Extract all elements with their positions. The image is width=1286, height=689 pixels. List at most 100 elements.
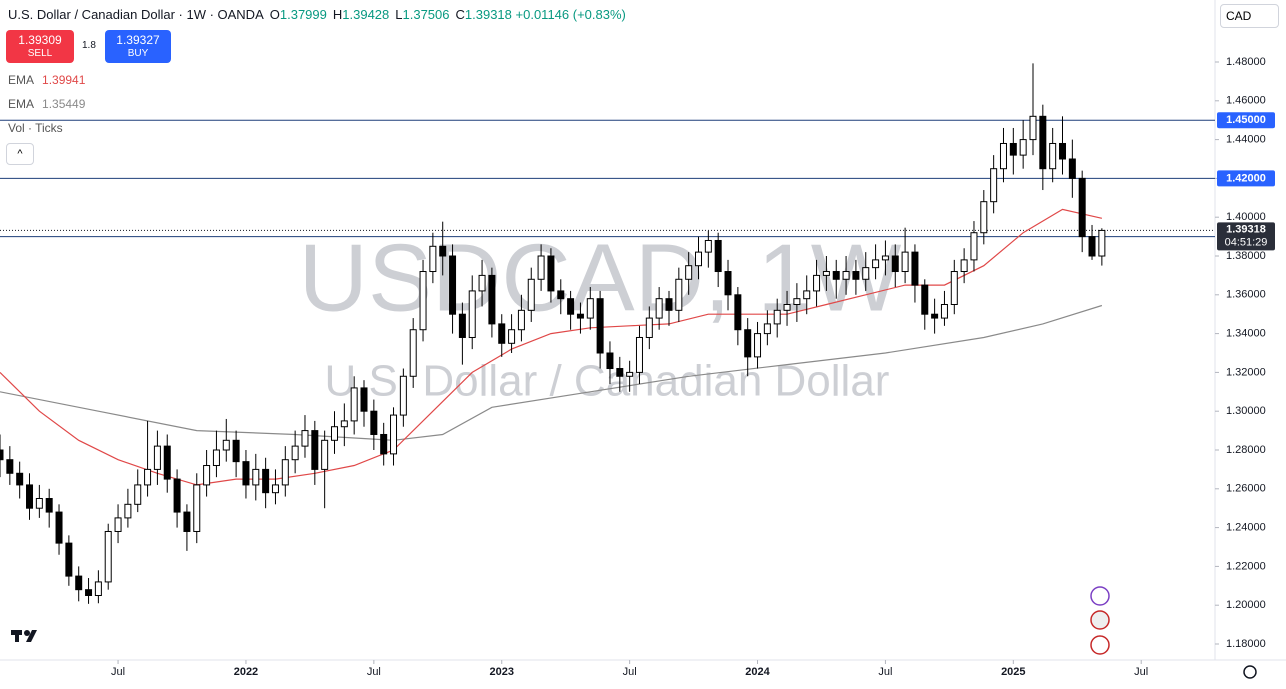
candle-body bbox=[1059, 142, 1067, 160]
candle bbox=[606, 341, 614, 385]
candle bbox=[901, 227, 909, 284]
candle-body bbox=[301, 430, 309, 447]
candle bbox=[567, 290, 575, 330]
legend-row: EMA 1.35449 bbox=[8, 97, 85, 111]
candle-body bbox=[921, 284, 929, 315]
candle bbox=[94, 570, 102, 604]
candle-body bbox=[1029, 115, 1037, 141]
candle bbox=[822, 256, 830, 291]
sell-button[interactable]: 1.39309 SELL bbox=[6, 30, 74, 63]
y-tick-label: 1.24000 bbox=[1226, 522, 1266, 534]
candle-body bbox=[931, 313, 939, 319]
price-badge-label: 1.42000 bbox=[1226, 172, 1266, 184]
buy-button[interactable]: 1.39327 BUY bbox=[105, 30, 171, 63]
candle-body bbox=[242, 461, 250, 486]
candle-body bbox=[675, 278, 683, 311]
event-icon[interactable] bbox=[1090, 586, 1110, 606]
candle-body bbox=[94, 581, 102, 596]
candle-body bbox=[65, 542, 73, 577]
candle-body bbox=[754, 333, 762, 358]
candle bbox=[773, 298, 781, 338]
candle bbox=[311, 420, 319, 485]
candle-body bbox=[232, 439, 240, 463]
collapse-button[interactable]: ^ bbox=[6, 143, 34, 165]
candle bbox=[980, 190, 988, 245]
y-tick-label: 1.22000 bbox=[1226, 560, 1266, 572]
candle-body bbox=[695, 251, 703, 267]
candle-body bbox=[714, 239, 722, 273]
spread: 1.8 bbox=[82, 40, 96, 51]
currency-button[interactable]: CAD bbox=[1220, 4, 1279, 28]
candle bbox=[468, 275, 476, 350]
candle bbox=[921, 279, 929, 330]
y-tick-label: 1.18000 bbox=[1226, 638, 1266, 650]
candle bbox=[16, 461, 24, 499]
candle bbox=[704, 230, 712, 268]
legend-name: EMA bbox=[8, 73, 35, 87]
candle-body bbox=[478, 274, 486, 292]
candle bbox=[832, 259, 840, 299]
x-tick-label: Jul bbox=[111, 666, 125, 678]
candle-body bbox=[419, 271, 427, 331]
volume-legend: Vol · Ticks bbox=[8, 121, 63, 135]
ema-line bbox=[0, 304, 1103, 441]
candle bbox=[340, 403, 348, 447]
candle-body bbox=[999, 142, 1007, 170]
candle bbox=[55, 504, 63, 555]
candle-body bbox=[596, 298, 604, 354]
plot-area bbox=[0, 63, 1215, 604]
candle bbox=[0, 434, 4, 478]
candle-body bbox=[990, 168, 998, 203]
candle bbox=[616, 356, 624, 392]
candle-body bbox=[468, 290, 476, 338]
candle-body bbox=[6, 459, 14, 474]
y-tick-label: 1.48000 bbox=[1226, 56, 1266, 68]
candle bbox=[793, 283, 801, 322]
candle bbox=[881, 240, 889, 276]
candle-body bbox=[744, 329, 752, 358]
buy-label: BUY bbox=[127, 48, 149, 59]
candle-body bbox=[350, 387, 358, 422]
candle-body bbox=[104, 530, 112, 583]
current-price-badge bbox=[1217, 222, 1275, 251]
candle-body bbox=[488, 274, 496, 325]
candle-body bbox=[704, 239, 712, 253]
candle-body bbox=[813, 274, 821, 292]
y-tick-label: 1.28000 bbox=[1226, 444, 1266, 456]
candle-body bbox=[183, 511, 191, 532]
candle-body bbox=[1019, 139, 1027, 156]
x-tick-label: 2024 bbox=[745, 666, 770, 678]
candle-body bbox=[370, 410, 378, 435]
candle-body bbox=[449, 255, 457, 315]
candle-body bbox=[576, 313, 584, 319]
settings-icon[interactable] bbox=[1243, 665, 1257, 679]
candle bbox=[6, 446, 14, 485]
x-tick-label: 2025 bbox=[1001, 666, 1025, 678]
candle-body bbox=[635, 336, 643, 373]
candle bbox=[842, 256, 850, 295]
x-tick-label: 2023 bbox=[489, 666, 513, 678]
candle-body bbox=[547, 255, 555, 292]
candle-body bbox=[527, 278, 535, 311]
candle bbox=[458, 302, 466, 365]
candle-body bbox=[606, 352, 614, 370]
candle-body bbox=[144, 468, 152, 486]
ca-flag-icon[interactable] bbox=[1090, 635, 1110, 655]
us-flag-icon[interactable] bbox=[1090, 610, 1110, 630]
price-badge bbox=[1217, 170, 1275, 187]
ohlc-value: 1.39318 bbox=[464, 7, 512, 22]
candle bbox=[813, 259, 821, 307]
ohlc-item: C1.39318 bbox=[456, 7, 512, 22]
candle bbox=[262, 457, 270, 509]
candle-body bbox=[508, 329, 516, 344]
candle bbox=[1059, 116, 1067, 175]
ohlc-item: O1.37999 bbox=[270, 7, 327, 22]
x-tick-label: 2022 bbox=[234, 666, 258, 678]
candle bbox=[754, 321, 762, 369]
candle-body bbox=[173, 478, 181, 513]
y-tick-label: 1.20000 bbox=[1226, 599, 1266, 611]
candle-body bbox=[950, 271, 958, 305]
candle bbox=[931, 298, 939, 334]
candle-body bbox=[872, 259, 880, 269]
candle-body bbox=[793, 298, 801, 305]
